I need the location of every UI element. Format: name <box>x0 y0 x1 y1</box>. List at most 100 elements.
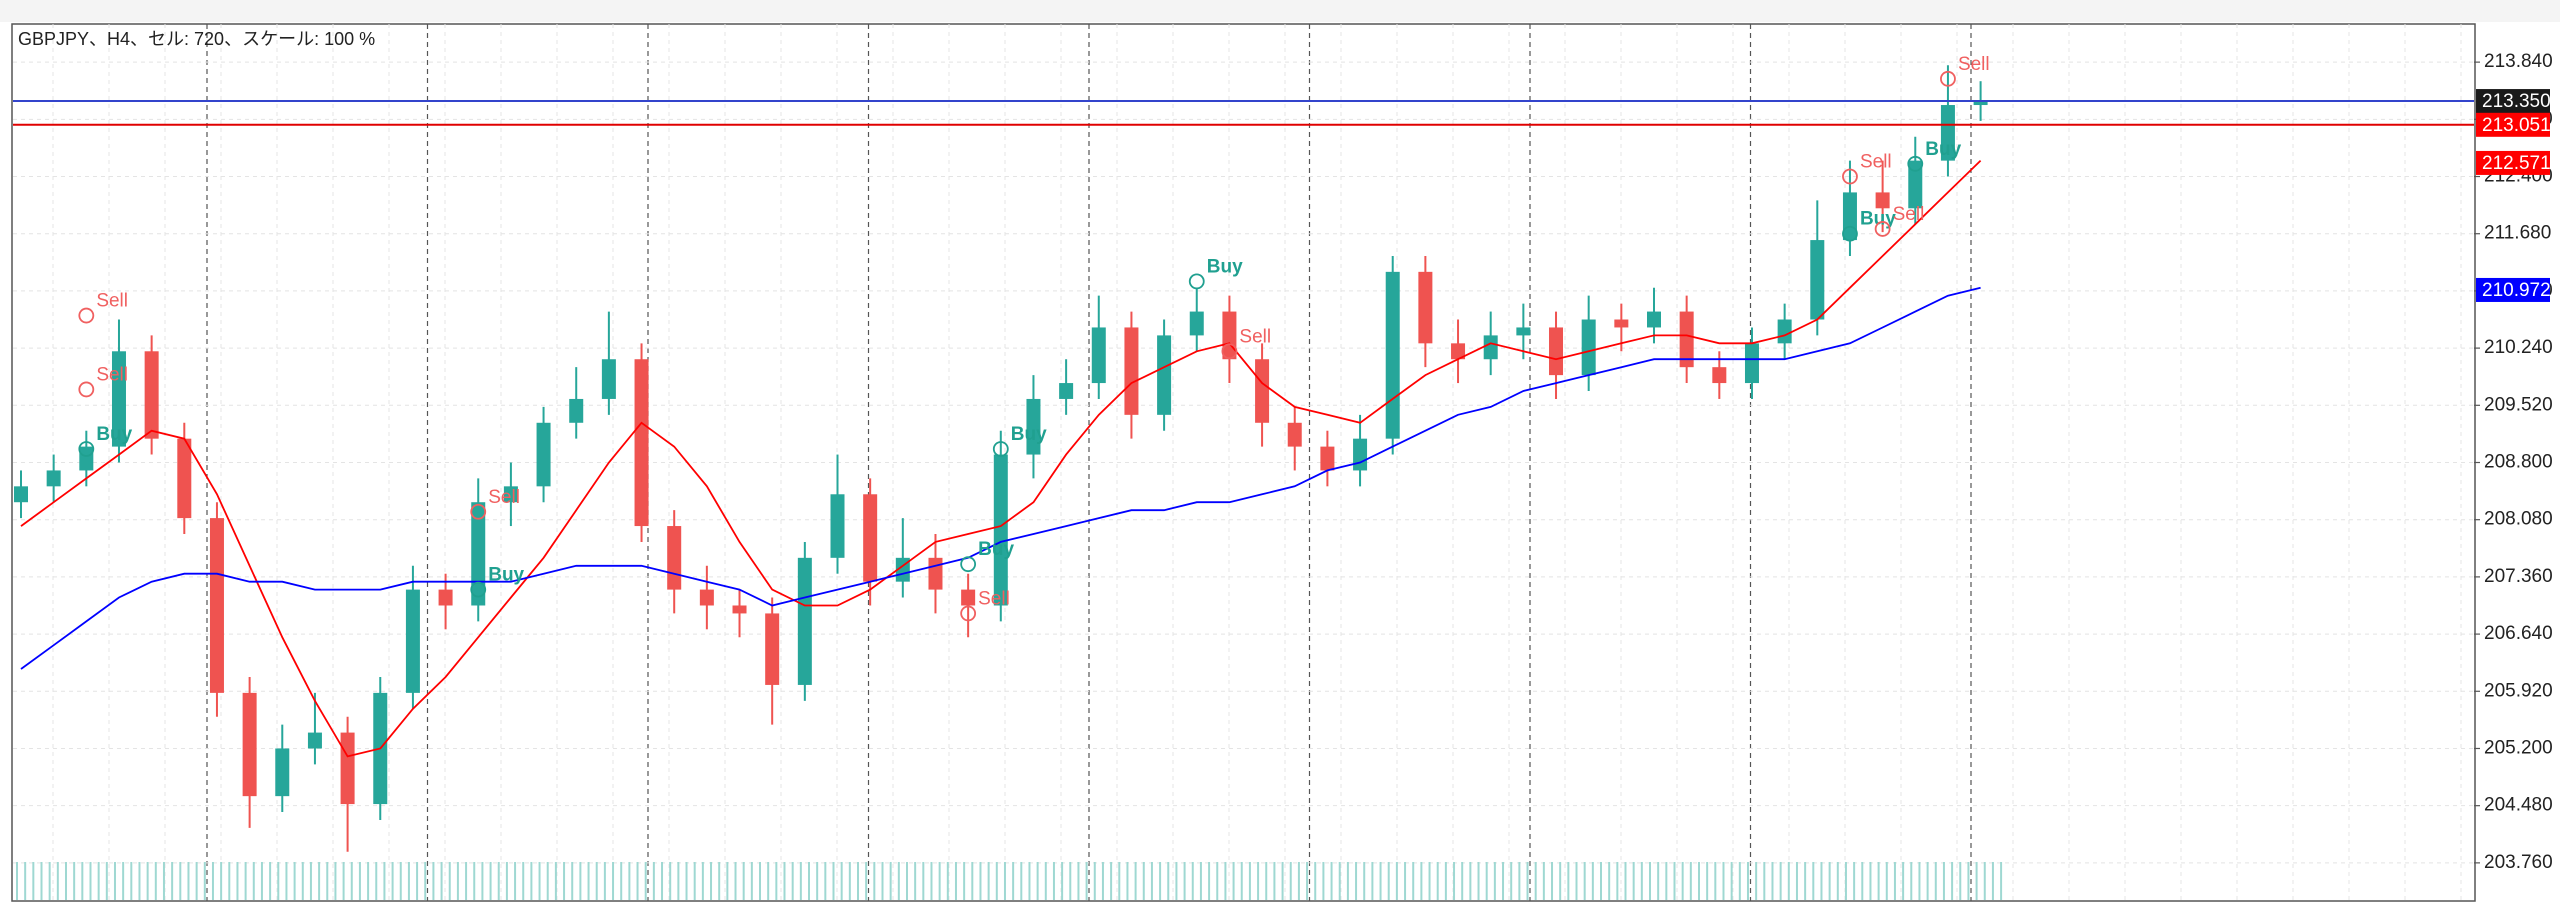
signal-label: Sell <box>1893 204 1925 225</box>
signal-marker <box>960 605 977 622</box>
signal-marker <box>992 441 1009 457</box>
signal-marker <box>1221 343 1238 360</box>
signal-marker <box>1907 155 1924 172</box>
candle-body <box>79 446 94 471</box>
candle-body <box>1744 343 1759 384</box>
y-tick-label: 208.800 <box>2484 452 2553 473</box>
signal-label: Sell <box>96 364 128 385</box>
price-label-box <box>2476 150 2550 175</box>
moving-average-line <box>20 286 1981 670</box>
candle-body <box>536 422 551 487</box>
price-label: 213.350 <box>2482 91 2551 112</box>
signal-label: Sell <box>1958 54 1990 75</box>
candle-body <box>961 589 976 606</box>
candle-body <box>765 613 780 685</box>
signal-marker <box>1188 273 1205 290</box>
candle-body <box>993 454 1008 606</box>
candle-body <box>1581 319 1596 376</box>
candle-body <box>1385 271 1400 439</box>
candle-body <box>569 398 584 423</box>
chart-title: GBPJPY、H4、セル: 720、スケール: 100 % <box>18 29 375 49</box>
signal-marker <box>470 503 487 520</box>
candle-body <box>275 748 290 797</box>
signal-label: Buy <box>978 539 1014 560</box>
candle-body <box>1647 311 1661 328</box>
moving-average-line <box>20 159 1982 758</box>
candle-body <box>797 557 812 685</box>
candle-body <box>1091 327 1106 384</box>
y-tick-label: 206.640 <box>2484 623 2553 644</box>
signal-label: Sell <box>1860 152 1892 173</box>
candle-body <box>1908 160 1923 209</box>
y-tick-label: 211.680 <box>2484 223 2551 244</box>
y-tick-label: 213.840 <box>2484 51 2553 72</box>
candle-body <box>471 502 486 606</box>
candle-body <box>732 605 747 614</box>
candle-body <box>438 589 453 606</box>
candle-body <box>242 692 257 797</box>
candle-body <box>1973 101 1988 106</box>
candle-body <box>863 494 878 582</box>
price-label: 212.571 <box>2482 153 2551 174</box>
y-tick-label: 205.920 <box>2484 680 2553 701</box>
candle-body <box>1940 105 1955 161</box>
candle-body <box>1712 367 1727 384</box>
candle-body <box>1418 271 1433 344</box>
y-tick-label: 208.080 <box>2484 509 2553 530</box>
y-tick-label: 205.200 <box>2484 737 2553 758</box>
signal-marker <box>470 581 487 598</box>
price-label-box <box>2476 277 2550 302</box>
candle-body <box>1320 446 1335 471</box>
y-tick-label: 204.480 <box>2484 795 2553 816</box>
y-tick-label: 203.760 <box>2484 852 2553 873</box>
candle-body <box>307 732 322 749</box>
price-label-box <box>2476 89 2550 114</box>
candle-body <box>1679 311 1694 368</box>
candle-body <box>1483 335 1498 360</box>
candle-body <box>1516 327 1531 336</box>
signal-label: Buy <box>96 424 132 445</box>
candle-body <box>699 589 714 606</box>
candle-body <box>1189 311 1204 336</box>
candle-body <box>1451 343 1466 360</box>
signal-label: Buy <box>1207 256 1243 277</box>
candle-body <box>144 351 159 439</box>
candle-body <box>667 526 682 590</box>
y-tick-label: 210.240 <box>2484 337 2553 358</box>
candle-body <box>1549 327 1564 376</box>
candle-body <box>1124 327 1139 415</box>
marks: Sell Sell Buy Sell Buy Buy Sell Buy Buy Sell Buy Se… <box>13 54 2474 900</box>
price-label: 210.972 <box>2482 280 2551 301</box>
signal-label: Buy <box>1925 139 1961 160</box>
candle-body <box>177 438 192 519</box>
signal-label: Sell <box>96 291 128 312</box>
signal-label: Buy <box>488 565 524 586</box>
candle-body <box>1810 240 1825 320</box>
candle-body <box>1842 192 1857 241</box>
candle-body <box>1222 311 1237 360</box>
signal-marker <box>78 441 95 457</box>
signal-marker <box>1874 221 1891 237</box>
candle-body <box>340 732 355 805</box>
candle-body <box>503 486 518 503</box>
candle-body <box>1157 335 1172 415</box>
candle-body <box>1353 438 1368 471</box>
signal-label: Buy <box>1011 424 1047 445</box>
signal-marker <box>78 381 95 398</box>
candle-body <box>1875 192 1890 209</box>
signal-label: Sell <box>978 588 1010 609</box>
signal-label: Sell <box>1239 326 1271 347</box>
signal-marker <box>960 556 977 573</box>
grid <box>13 24 2474 901</box>
toolbar-strip <box>0 0 2560 22</box>
y-tick-label: 209.520 <box>2484 394 2553 415</box>
candle-body <box>830 494 845 558</box>
candle-body <box>1026 398 1041 455</box>
candle-body <box>1287 422 1302 447</box>
signal-marker <box>1842 168 1858 185</box>
candle-body <box>601 359 616 399</box>
candle-body <box>405 589 420 693</box>
signal-marker <box>1842 225 1858 242</box>
